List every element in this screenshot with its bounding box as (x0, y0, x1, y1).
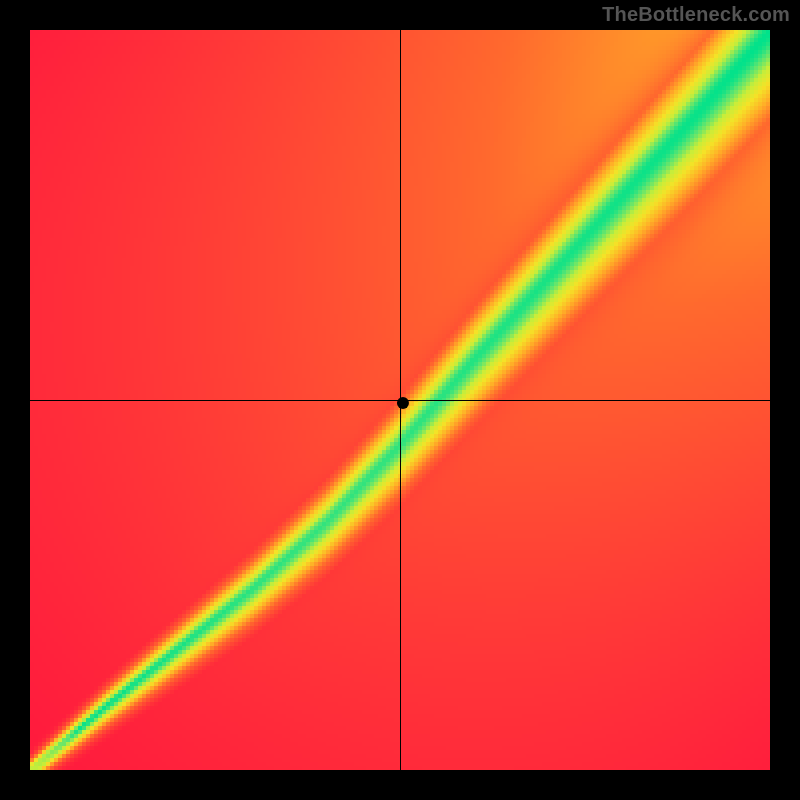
watermark-text: TheBottleneck.com (602, 4, 790, 27)
chart-container: TheBottleneck.com (0, 0, 800, 800)
heatmap-plot (30, 30, 770, 770)
heatmap-canvas (30, 30, 770, 770)
